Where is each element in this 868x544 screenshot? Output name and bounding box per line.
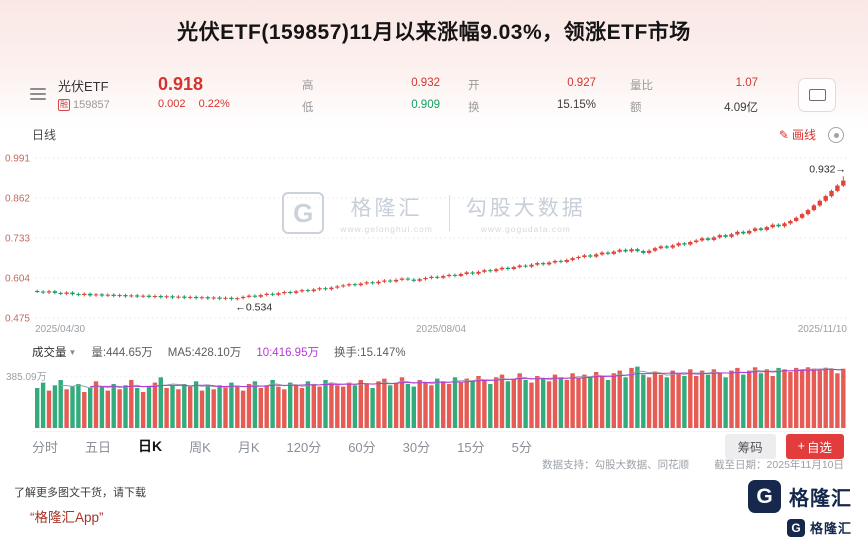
page-title: 光伏ETF(159857)11月以来涨幅9.03%，领涨ETF市场 — [177, 21, 691, 44]
y-tick-label: 0.604 — [5, 274, 30, 285]
attribution-support: 数据支持：勾股大数据、同花顺 — [542, 459, 690, 471]
tab-五日[interactable]: 五日 — [85, 439, 112, 455]
x-axis-label-end: 2025/11/10 — [798, 324, 848, 335]
plus-icon: + — [797, 439, 805, 453]
footer: 了解更多图文干货，请下载 “格隆汇App” G 格隆汇 G 格隆汇 — [0, 476, 868, 544]
volume-bars — [35, 366, 846, 428]
gelonghui-logo-text: 格隆汇 — [789, 488, 852, 510]
phone-icon — [808, 89, 826, 101]
price-change-percent: 0.22% — [198, 98, 230, 110]
price-change: 0.002 — [158, 98, 186, 110]
volume-axis-label: 385.09万 — [6, 372, 47, 383]
x-axis-label-start: 2025/04/30 — [35, 324, 85, 335]
field-low-label: 低 — [302, 102, 314, 114]
y-tick-label: 0.862 — [5, 194, 30, 205]
instrument-name: 光伏ETF — [58, 79, 109, 94]
footer-promo-text: 了解更多图文干货，请下载 — [14, 487, 146, 499]
volume-indicator-dropdown[interactable]: 成交量 ▼ — [32, 347, 77, 359]
tab-5分[interactable]: 5分 — [511, 439, 532, 455]
quote-fields-col3: 量比 1.07 额 4.09亿 — [630, 77, 758, 115]
field-open-value: 0.927 — [567, 77, 596, 89]
header-background — [0, 0, 868, 128]
tab-月K[interactable]: 月K — [237, 439, 260, 455]
quote-fields-col2: 开 0.927 换 15.15% — [468, 77, 596, 115]
tab-30分[interactable]: 30分 — [402, 439, 431, 455]
gelonghui-logo-small: G 格隆汇 — [786, 518, 852, 537]
period-label: 日线 — [32, 128, 57, 142]
landscape-rotate-button[interactable] — [798, 78, 836, 112]
price-gridlines: 0.991 0.862 0.733 0.604 0.475 — [5, 154, 847, 325]
price-chart[interactable]: 0.991 0.862 0.733 0.604 0.475 0.932→ ←0.534 202… — [0, 148, 868, 340]
tab-15分[interactable]: 15分 — [457, 439, 485, 455]
draw-line-button[interactable]: ✎ 画线 — [779, 126, 816, 143]
gelonghui-logo-icon: G — [748, 480, 781, 513]
footer-app-name: “格隆汇App” — [30, 510, 104, 525]
x-axis-label-mid: 2025/08/04 — [416, 324, 466, 335]
quote-fields-col1: 高 0.932 低 0.909 — [302, 77, 440, 115]
tab-60分[interactable]: 60分 — [348, 439, 376, 455]
volume-ma10: 10:416.95万 — [256, 347, 319, 359]
field-volratio-value: 1.07 — [735, 77, 758, 89]
instrument-name-block[interactable]: 光伏ETF 融 159857 — [58, 76, 110, 111]
gelonghui-logo-small-icon: G — [786, 518, 805, 537]
last-price: 0.918 — [158, 74, 204, 94]
field-turnover-label: 换 — [468, 102, 480, 114]
y-tick-label: 0.991 — [5, 154, 30, 165]
quote-bar: 光伏ETF 融 159857 0.918 0.002 0.22% 高 0.932 … — [0, 74, 868, 118]
instrument-code: 159857 — [73, 99, 110, 111]
latest-high-annotation: 0.932→ — [809, 163, 846, 175]
chart-toolbar: 日线 ✎ 画线 — [0, 126, 868, 144]
low-annotation: ←0.534 — [235, 302, 272, 314]
candlesticks — [35, 176, 846, 301]
margin-badge: 融 — [58, 99, 70, 111]
field-high-label: 高 — [302, 80, 314, 92]
volume-chart[interactable]: 385.09万 — [0, 364, 868, 432]
draw-line-label: 画线 — [791, 128, 816, 142]
gelonghui-logo: G 格隆汇 — [748, 480, 852, 513]
tab-分时[interactable]: 分时 — [32, 439, 59, 455]
volume-turnover: 换手:15.147% — [333, 347, 406, 359]
field-open-label: 开 — [468, 80, 480, 92]
chart-settings-icon[interactable] — [828, 127, 844, 143]
field-amount-value: 4.09亿 — [724, 102, 758, 114]
tab-日K[interactable]: 日K — [138, 438, 163, 454]
pencil-icon: ✎ — [778, 127, 789, 142]
menu-icon[interactable] — [30, 88, 46, 100]
field-high-value: 0.932 — [411, 77, 440, 89]
chips-button[interactable]: 筹码 — [724, 433, 776, 459]
tab-120分[interactable]: 120分 — [286, 439, 322, 455]
gelonghui-logo-small-text: 格隆汇 — [809, 521, 852, 536]
y-tick-label: 0.733 — [5, 234, 30, 245]
caret-down-icon: ▼ — [68, 347, 77, 357]
attribution-date: 截至日期：2025年11月10日 — [714, 459, 844, 471]
volume-header: 成交量 ▼ 量:444.65万 MA5:428.10万 10:416.95万 换… — [32, 344, 406, 360]
price-block: 0.918 0.002 0.22% — [158, 74, 240, 110]
field-turnover-value: 15.15% — [556, 99, 596, 111]
add-watchlist-label: 自选 — [806, 440, 832, 455]
data-attribution: 数据支持：勾股大数据、同花顺 截至日期：2025年11月10日 — [542, 457, 844, 472]
volume-ma5: MA5:428.10万 — [167, 347, 242, 359]
y-tick-label: 0.475 — [5, 314, 30, 325]
field-amount-label: 额 — [630, 102, 642, 114]
field-volratio-label: 量比 — [630, 80, 653, 92]
tab-周K[interactable]: 周K — [189, 439, 211, 455]
add-watchlist-button[interactable]: + 自选 — [785, 433, 844, 459]
volume-value: 量:444.65万 — [91, 347, 153, 359]
period-tabs: 分时 五日 日K 周K 月K 120分 60分 30分 15分 5分 筹码 + 自选 — [32, 431, 844, 459]
field-low-value: 0.909 — [411, 99, 440, 111]
volume-ma10-line — [90, 368, 844, 388]
